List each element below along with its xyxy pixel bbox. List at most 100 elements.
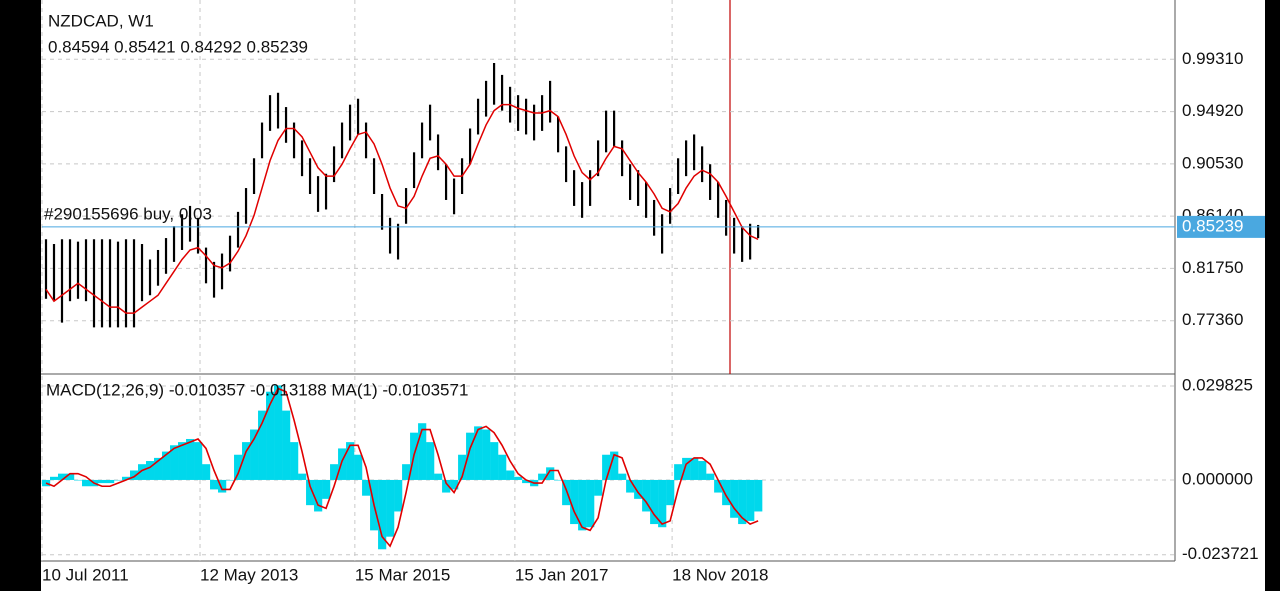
macd-bar <box>226 479 235 481</box>
macd-bar <box>346 442 355 480</box>
macd-bar <box>274 385 283 480</box>
macd-bar <box>330 464 339 480</box>
macd-bar <box>722 479 731 506</box>
macd-bar <box>506 470 515 480</box>
macd-bar <box>298 473 307 480</box>
macd-bar <box>442 479 451 493</box>
macd-bar <box>714 479 723 493</box>
macd-bar <box>122 476 131 480</box>
macd-bar <box>690 457 699 480</box>
macd-bar <box>170 445 179 480</box>
symbol-title: NZDCAD, W1 <box>48 11 154 30</box>
y-tick-label: 0.000000 <box>1182 469 1253 488</box>
macd-bar <box>154 457 163 480</box>
macd-bar <box>434 473 443 480</box>
macd-bar <box>82 479 91 487</box>
macd-bar <box>306 479 315 506</box>
macd-bar <box>114 479 123 481</box>
macd-bar <box>458 454 467 480</box>
macd-bar <box>602 454 611 480</box>
macd-bar <box>578 479 587 531</box>
macd-bar <box>706 473 715 480</box>
macd-bar <box>58 473 67 480</box>
macd-bar <box>242 442 251 480</box>
plot-layer: 10 Jul 2011 12 May 2013 15 Mar 2015 15 Jan … <box>41 0 1175 584</box>
macd-bar <box>626 479 635 493</box>
macd-bar <box>202 464 211 480</box>
macd-bar <box>178 442 187 480</box>
macd-bar <box>394 479 403 512</box>
macd-title: MACD(12,26,9) -0.010357 -0.013188 MA(1) … <box>46 380 468 399</box>
macd-bar <box>666 479 675 506</box>
x-tick-label: 10 Jul 2011 <box>42 565 129 584</box>
macd-bar <box>490 442 499 480</box>
macd-bar <box>562 479 571 506</box>
macd-bar <box>362 479 371 496</box>
macd-bar <box>498 454 507 480</box>
macd-bar <box>138 464 147 480</box>
macd-bar <box>266 391 275 480</box>
macd-bar <box>754 479 763 512</box>
macd-bar <box>738 479 747 525</box>
moving-average <box>45 103 759 314</box>
y-tick-label: 0.81750 <box>1182 258 1243 277</box>
macd-bar <box>482 429 491 480</box>
y-tick-label: 0.99310 <box>1182 49 1243 68</box>
macd-bar <box>674 464 683 480</box>
macd-bar <box>514 476 523 480</box>
y-tick-label: 0.029825 <box>1182 375 1253 394</box>
macd-bar <box>466 432 475 480</box>
y-tick-label: 0.77360 <box>1182 310 1243 329</box>
macd-bar <box>66 473 75 480</box>
x-tick-label: 15 Jan 2017 <box>515 565 609 584</box>
macd-bar <box>378 479 387 550</box>
macd-bar <box>546 467 555 480</box>
macd-bar <box>194 442 203 480</box>
ohlc-readout: 0.84594 0.85421 0.84292 0.85239 <box>48 37 308 56</box>
macd-bar <box>418 423 427 480</box>
macd-bar <box>250 429 259 480</box>
x-tick-label: 15 Mar 2015 <box>355 565 450 584</box>
macd-bar <box>570 479 579 525</box>
left-bezel <box>0 0 41 591</box>
macd-bar <box>290 442 299 480</box>
macd-bar <box>146 461 155 480</box>
macd-bar <box>594 479 603 496</box>
signal-line <box>45 387 759 548</box>
macd-bar <box>522 479 531 484</box>
macd-bar <box>162 451 171 480</box>
macd-bar <box>402 464 411 480</box>
macd-bar <box>426 442 435 480</box>
macd-bar <box>730 479 739 518</box>
trade-label: #290155696 buy, 0.03 <box>44 204 212 223</box>
macd-bar <box>338 448 347 480</box>
macd-bar <box>218 479 227 493</box>
macd-bar <box>354 454 363 480</box>
macd-bar <box>234 454 243 480</box>
macd-bar <box>98 479 107 484</box>
price-badge <box>1177 215 1265 238</box>
macd-bar <box>258 410 267 480</box>
macd-bar <box>538 473 547 480</box>
x-tick-label: 18 Nov 2018 <box>672 565 768 584</box>
macd-bar <box>610 451 619 480</box>
macd-bar <box>386 479 395 537</box>
macd-bar <box>130 470 139 480</box>
right-bezel <box>1265 0 1280 591</box>
macd-bar <box>322 479 331 499</box>
macd-bar <box>746 479 755 521</box>
macd-bar <box>186 438 195 480</box>
macd-bar <box>554 479 563 481</box>
macd-bar <box>682 457 691 480</box>
macd-bar <box>650 479 659 525</box>
macd-bar <box>474 426 483 480</box>
macd-bar <box>658 479 667 528</box>
y-tick-label: -0.023721 <box>1182 544 1259 563</box>
macd-bar <box>314 479 323 512</box>
macd-bar <box>282 410 291 480</box>
price-badge-label: 0.85239 <box>1182 216 1243 235</box>
macd-bar <box>618 473 627 480</box>
y-tick-label: 0.94920 <box>1182 101 1243 120</box>
macd-bar <box>450 479 459 490</box>
